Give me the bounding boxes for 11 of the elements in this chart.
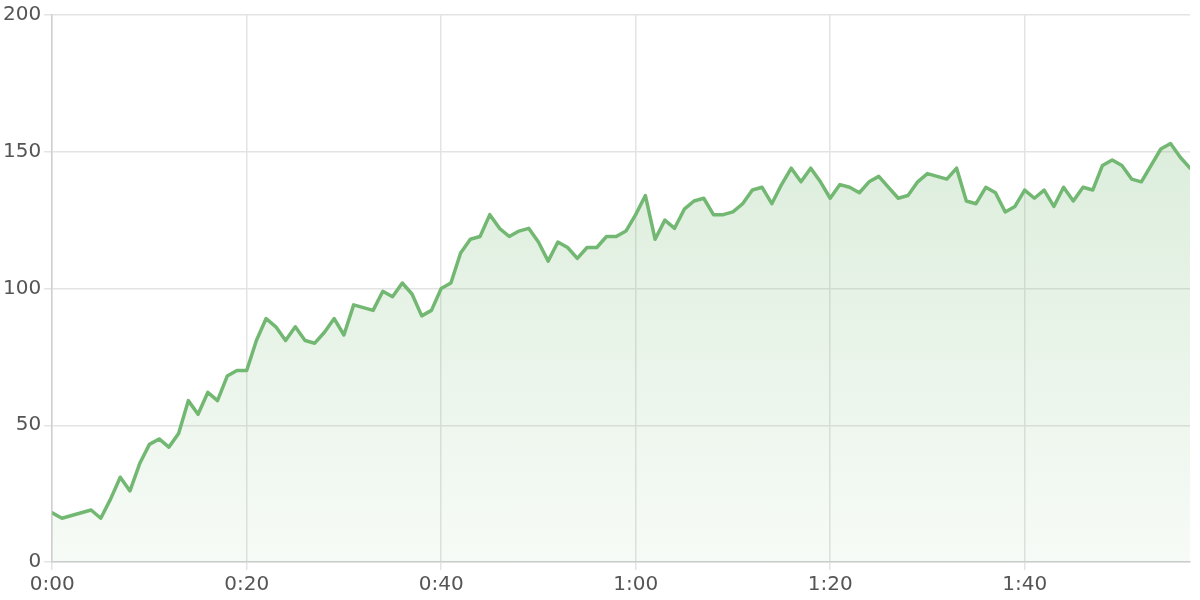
x-tick-label: 1:00 xyxy=(613,571,659,596)
x-tick-label: 0:20 xyxy=(224,571,270,596)
y-tick-label: 100 xyxy=(2,274,42,299)
y-tick-label: 0 xyxy=(28,548,42,573)
x-tick-label: 1:40 xyxy=(1002,571,1048,596)
y-tick-label: 150 xyxy=(2,137,42,162)
y-tick-label: 50 xyxy=(15,411,42,436)
x-tick-label: 1:20 xyxy=(807,571,853,596)
x-tick-label: 0:40 xyxy=(418,571,464,596)
y-tick-label: 200 xyxy=(2,1,42,26)
x-tick-label: 0:00 xyxy=(29,571,75,596)
